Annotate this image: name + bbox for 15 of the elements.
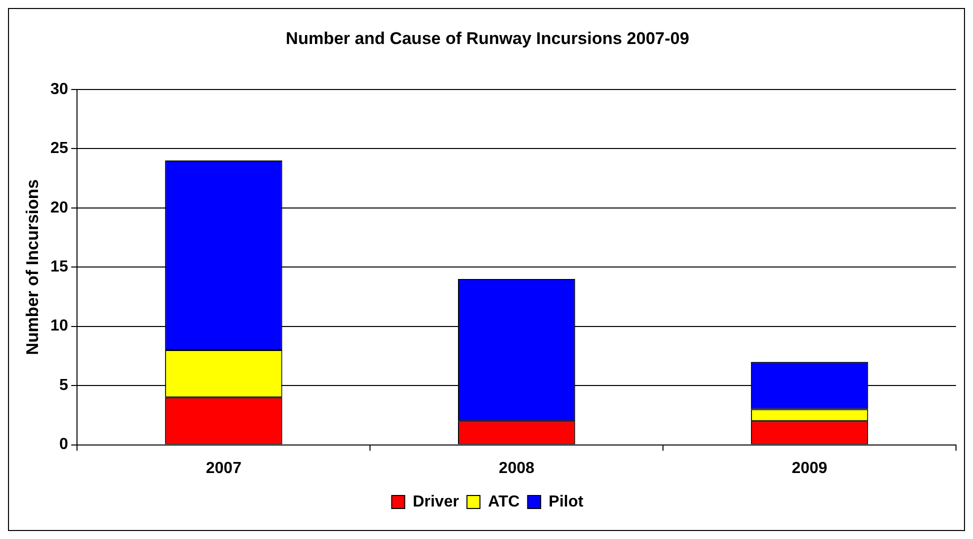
x-tick-label: 2009 (792, 460, 828, 477)
legend-label: Pilot (548, 493, 584, 510)
legend-label: Driver (412, 493, 459, 510)
x-tick-label: 2008 (498, 460, 534, 477)
chart-title: Number and Cause of Runway Incursions 2007-09 (286, 28, 690, 48)
y-tick-label: 25 (50, 140, 68, 158)
y-tick-label: 5 (59, 376, 68, 394)
y-tick-label: 10 (50, 318, 68, 335)
y-tick-label: 15 (50, 258, 68, 276)
y-tick-label: 0 (59, 436, 68, 454)
x-tick-label: 2007 (206, 460, 242, 477)
y-tick-label: 30 (50, 80, 68, 98)
legend-label: ATC (488, 493, 520, 510)
y-axis-title: Number of Incursions (22, 179, 42, 355)
y-tick-label: 20 (50, 199, 68, 216)
